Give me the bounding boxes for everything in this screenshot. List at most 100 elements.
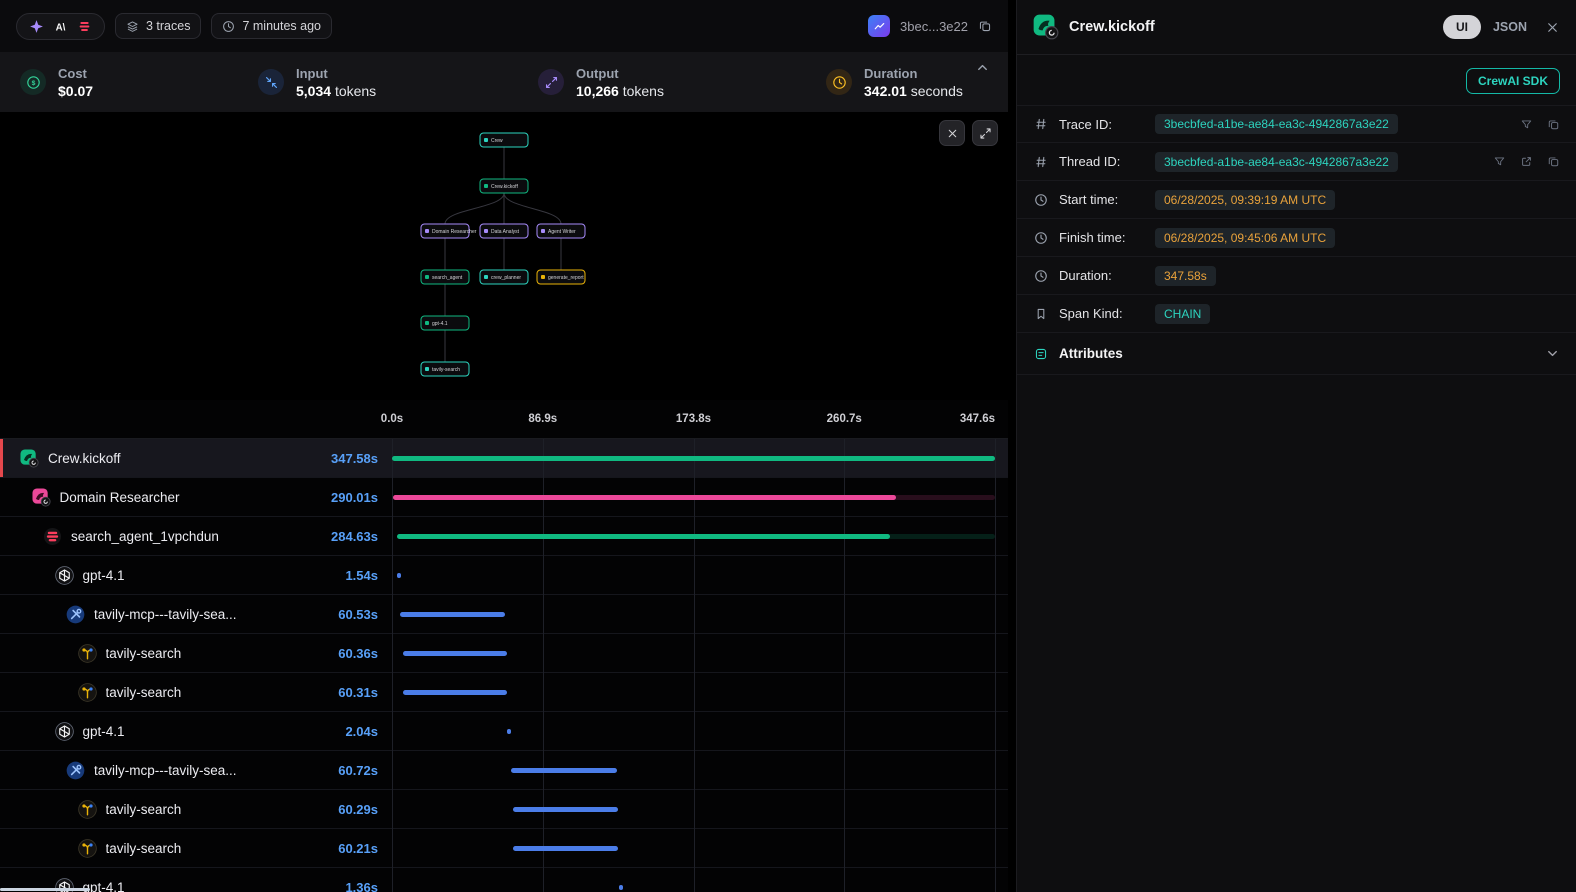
panel-close-icon[interactable] xyxy=(1545,20,1560,35)
timeline-axis: 0.0s 86.9s 173.8s 260.7s 347.6s xyxy=(0,400,1008,438)
copy-icon[interactable] xyxy=(1547,118,1560,131)
hash-icon xyxy=(1033,117,1049,131)
copy-icon[interactable] xyxy=(978,19,992,33)
metric-duration: Duration 342.01 seconds xyxy=(826,66,963,99)
horizontal-scrollbar[interactable] xyxy=(0,888,90,891)
graph-node[interactable]: generate_report xyxy=(536,269,586,285)
field-value[interactable]: CHAIN xyxy=(1155,303,1211,324)
graph-node[interactable]: Domain Researcher xyxy=(420,223,477,239)
field-value[interactable]: 06/28/2025, 09:39:19 AM UTC xyxy=(1155,189,1336,210)
graph-node[interactable]: Data Analyst xyxy=(479,223,529,239)
graph-node[interactable]: search_agent xyxy=(420,269,470,285)
field-label: Finish time: xyxy=(1059,230,1126,245)
span-bar-lane xyxy=(392,556,995,594)
timeline-row[interactable]: tavily-search 60.21s xyxy=(0,829,1008,868)
ui-toggle-button[interactable]: UI xyxy=(1442,15,1481,39)
dollar-circle-icon: $ xyxy=(20,69,46,95)
graph-svg: Crew Crew.kickoff Domain Researcher Data An… xyxy=(420,132,586,377)
timeline-row[interactable]: tavily-mcp---tavily-sea... 60.53s xyxy=(0,595,1008,634)
span-label: tavily-search xyxy=(105,840,182,856)
metric-value: 5,034 xyxy=(296,82,332,99)
svg-text:A\: A\ xyxy=(56,22,66,33)
attributes-section[interactable]: Attributes xyxy=(1017,333,1576,375)
stripes-logo-icon xyxy=(77,19,92,34)
span-bar[interactable] xyxy=(513,807,618,812)
graph-close-button[interactable] xyxy=(939,120,965,146)
timeline-row[interactable]: tavily-search 60.36s xyxy=(0,634,1008,673)
span-bar[interactable] xyxy=(507,729,512,734)
span-bar[interactable] xyxy=(392,456,995,461)
svg-text:search_agent: search_agent xyxy=(432,275,463,281)
span-label: gpt-4.1 xyxy=(82,723,125,739)
timeline-row[interactable]: tavily-search 60.31s xyxy=(0,673,1008,712)
span-bar[interactable] xyxy=(513,846,618,851)
graph-expand-button[interactable] xyxy=(972,120,998,146)
crewai-logo-icon xyxy=(1033,14,1059,40)
span-label: tavily-search xyxy=(105,684,182,700)
span-duration: 60.31s xyxy=(338,684,378,700)
timeline-row[interactable]: gpt-4.1 1.54s xyxy=(0,556,1008,595)
span-duration: 1.54s xyxy=(345,567,378,583)
field-label: Trace ID: xyxy=(1059,116,1112,132)
arrows-in-icon xyxy=(258,69,284,95)
divider xyxy=(1017,54,1576,55)
span-bar-lane xyxy=(392,478,995,516)
graph-node[interactable]: tavily-search xyxy=(420,361,470,377)
funnel-icon[interactable] xyxy=(1520,118,1533,131)
span-bar-lane xyxy=(392,829,995,867)
sdk-row: CrewAI SDK xyxy=(1017,55,1576,105)
span-label: Crew.kickoff xyxy=(48,450,121,466)
graph-node[interactable]: Agent Writer xyxy=(536,223,586,239)
span-bar[interactable] xyxy=(511,768,617,773)
span-duration: 60.72s xyxy=(338,762,378,778)
span-bar[interactable] xyxy=(402,651,508,656)
clock-icon xyxy=(1033,231,1049,245)
traces-count-badge[interactable]: 3 traces xyxy=(115,13,202,39)
bookmark-icon xyxy=(1033,307,1049,321)
svg-text:Domain Researcher: Domain Researcher xyxy=(432,229,477,235)
field-value[interactable]: 347.58s xyxy=(1155,265,1216,286)
field-value[interactable]: 3becbfed-a1be-ae84-ea3c-4942867a3e22 xyxy=(1155,151,1398,172)
timeline-row[interactable]: tavily-search 60.29s xyxy=(0,790,1008,829)
field-traceid: Trace ID: 3becbfed-a1be-ae84-ea3c-4942867… xyxy=(1017,105,1576,143)
chart-line-icon[interactable] xyxy=(868,15,891,37)
copy-icon[interactable] xyxy=(1547,155,1560,168)
field-value[interactable]: 3becbfed-a1be-ae84-ea3c-4942867a3e22 xyxy=(1155,114,1398,134)
span-bar[interactable] xyxy=(397,573,402,578)
graph-node[interactable]: Crew xyxy=(479,132,529,148)
span-bar[interactable] xyxy=(400,612,506,617)
graph-node[interactable]: Crew.kickoff xyxy=(479,178,529,194)
span-bar[interactable] xyxy=(402,690,508,695)
span-label: tavily-search xyxy=(105,801,182,817)
tavily-search-icon xyxy=(77,682,97,702)
span-bar[interactable] xyxy=(392,495,896,500)
trace-age-badge[interactable]: 7 minutes ago xyxy=(211,13,332,39)
graph-node[interactable]: gpt-4.1 xyxy=(420,315,470,331)
json-toggle-button[interactable]: JSON xyxy=(1492,20,1527,34)
field-value[interactable]: 06/28/2025, 09:45:06 AM UTC xyxy=(1155,227,1336,248)
timeline-row[interactable]: Crew.kickoff 347.58s xyxy=(0,439,1008,478)
graph-canvas[interactable]: Crew Crew.kickoff Domain Researcher Data An… xyxy=(0,112,1008,400)
integration-logos[interactable]: A\ xyxy=(16,12,105,40)
timeline-row[interactable]: gpt-4.1 1.36s xyxy=(0,868,1008,892)
openai-icon xyxy=(54,721,74,741)
span-duration: 60.29s xyxy=(338,801,378,817)
span-bar-lane xyxy=(392,439,995,477)
chevron-up-icon[interactable] xyxy=(975,60,990,75)
timeline-row[interactable]: gpt-4.1 2.04s xyxy=(0,712,1008,751)
timeline-row[interactable]: Domain Researcher 290.01s xyxy=(0,478,1008,517)
span-bar-lane xyxy=(392,517,995,555)
openai-icon xyxy=(54,565,74,585)
detail-panel: Crew.kickoff UI JSON CrewAI SDK Trace ID… xyxy=(1016,0,1576,892)
span-bar[interactable] xyxy=(619,885,624,890)
span-bar[interactable] xyxy=(396,534,891,539)
attributes-label: Attributes xyxy=(1059,346,1123,361)
clock-icon xyxy=(1033,269,1049,283)
timeline-row[interactable]: tavily-mcp---tavily-sea... 60.72s xyxy=(0,751,1008,790)
field-label: Duration: xyxy=(1059,268,1112,283)
funnel-icon[interactable] xyxy=(1493,155,1506,168)
graph-node[interactable]: crew_planner xyxy=(479,269,529,285)
timeline-row[interactable]: search_agent_1vpchdun 284.63s xyxy=(0,517,1008,556)
execution-graph: Crew Crew.kickoff Domain Researcher Data An… xyxy=(0,112,1008,400)
external-icon[interactable] xyxy=(1520,155,1533,168)
